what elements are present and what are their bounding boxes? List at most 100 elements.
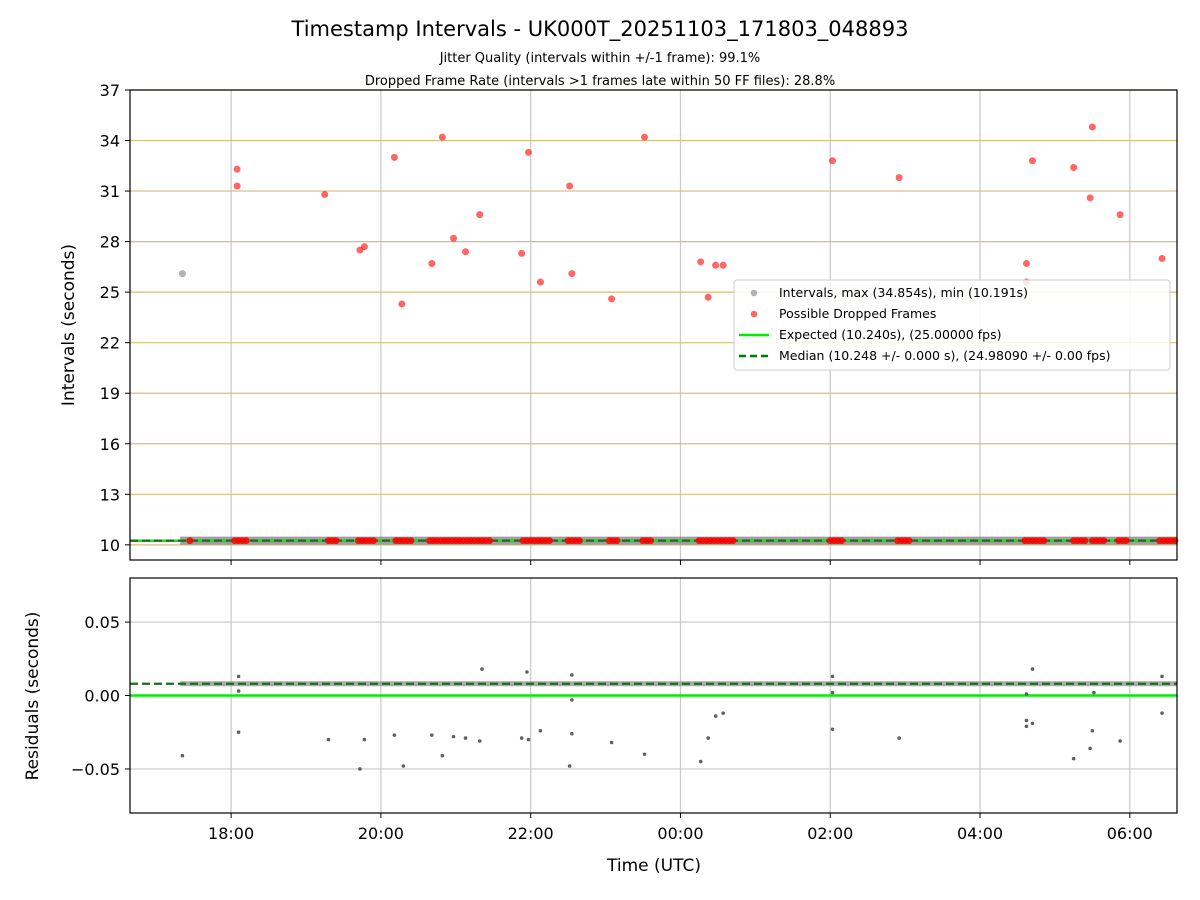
dropped-frame-baseline-point — [647, 537, 655, 545]
x-tick-label: 06:00 — [1107, 824, 1153, 843]
dropped-frame-point — [428, 260, 436, 268]
residual-point — [326, 737, 331, 742]
legend-dropped-label: Possible Dropped Frames — [779, 306, 936, 321]
dropped-frame-point — [518, 249, 526, 257]
dropped-frame-baseline-point — [905, 537, 913, 545]
intervals-y-axis-label: Intervals (seconds) — [59, 244, 79, 406]
dropped-frame-point — [608, 295, 616, 303]
dropped-frame-point — [1022, 260, 1030, 268]
dropped-frame-point — [476, 211, 484, 219]
residual-point — [570, 731, 574, 736]
residuals-y-tick-label: 0.00 — [84, 687, 120, 706]
x-tick-label: 18:00 — [208, 824, 254, 843]
dropped-frame-point — [398, 300, 406, 308]
dropped-frame-baseline-point — [242, 537, 250, 545]
residual-point — [1092, 690, 1096, 695]
intervals-y-ticks: 10 13 16 19 22 25 28 31 34 37 — [100, 81, 1131, 565]
residual-point — [1024, 692, 1029, 696]
dropped-frame-point — [233, 182, 241, 190]
dropped-frame-point — [536, 278, 544, 286]
residual-point — [236, 730, 241, 735]
intervals-panel: 10 13 16 19 22 25 28 31 34 37 Intervals (seconds)… — [59, 81, 1179, 565]
residual-point — [830, 690, 835, 695]
residual-point — [477, 739, 482, 743]
dropped-frame-point — [641, 133, 649, 141]
dropped-frame-point — [719, 261, 727, 269]
intervals-y-tick-label: 19 — [100, 384, 120, 403]
dropped-frame-point — [1158, 254, 1166, 262]
residual-point — [570, 698, 574, 702]
x-tick-label: 00:00 — [657, 824, 703, 843]
residuals-panel: −0.05 0.00 0.05 18:00 20:00 22:00 00:00 02:00 0… — [23, 577, 1178, 876]
intervals-y-tick-label: 31 — [100, 182, 120, 201]
dropped-frame-baseline-point — [485, 537, 493, 545]
intervals-y-tick-label: 22 — [100, 334, 120, 353]
residual-point — [713, 714, 718, 718]
residual-point — [236, 689, 241, 693]
dropped-frame-point — [1086, 194, 1094, 202]
dropped-frame-baseline-point — [369, 537, 377, 545]
dropped-frame-baseline-point — [1122, 537, 1130, 545]
residual-point — [440, 753, 445, 758]
dropped-frame-baseline-point — [407, 537, 415, 545]
intervals-y-tick-label: 16 — [100, 435, 120, 454]
residual-point — [1088, 746, 1092, 751]
intervals-plot-frame — [129, 89, 1178, 561]
dropped-frame-point — [360, 243, 368, 251]
residuals-y-tick-label: 0.05 — [84, 613, 120, 632]
residual-point — [1090, 728, 1095, 733]
dropped-frame-baseline-point — [1040, 537, 1048, 545]
dropped-frame-point — [704, 293, 712, 301]
residual-point — [451, 734, 456, 739]
x-tick-label: 22:00 — [508, 824, 554, 843]
residual-point — [401, 764, 406, 768]
dropped-frame-baseline-point — [186, 537, 194, 545]
residual-point — [567, 764, 572, 768]
dropped-frame-point — [1116, 211, 1124, 219]
residual-point — [1024, 724, 1029, 729]
residual-point — [519, 736, 524, 740]
residual-point — [538, 728, 543, 733]
dropped-frame-point — [390, 153, 398, 161]
residual-point — [642, 752, 647, 757]
dropped-frame-point — [712, 261, 720, 269]
residuals-y-ticks: −0.05 0.00 0.05 — [71, 613, 130, 779]
residuals-y-tick-label: −0.05 — [71, 760, 120, 779]
residual-point — [463, 736, 468, 740]
dropped-frame-baseline-point — [613, 537, 621, 545]
residual-point — [430, 733, 434, 737]
dropped-frame-point — [697, 258, 705, 266]
legend-intervals-label: Intervals, max (34.854s), min (10.191s) — [779, 285, 1028, 300]
residual-point — [698, 759, 703, 764]
dropped-frame-baseline-point — [1100, 537, 1108, 545]
dropped-frame-baseline-point — [545, 537, 553, 545]
dropped-frame-baseline-point — [575, 537, 583, 545]
dropped-frame-point — [1028, 157, 1036, 165]
dropped-frame-point — [462, 248, 470, 256]
residual-point — [526, 737, 531, 742]
dropped-frame-point — [895, 174, 903, 182]
residual-point — [1118, 739, 1122, 743]
residual-point — [1160, 674, 1164, 679]
chart-title: Timestamp Intervals - UK000T_20251103_17… — [291, 17, 909, 42]
dropped-frame-point — [828, 157, 836, 165]
residual-point — [1030, 667, 1035, 671]
residual-point — [721, 711, 725, 715]
intervals-y-tick-label: 34 — [100, 132, 120, 151]
residuals-reference-lines — [130, 681, 1177, 697]
x-tick-label: 04:00 — [957, 824, 1003, 843]
dropped-frame-baseline-point — [1081, 537, 1089, 545]
x-tick-label: 20:00 — [358, 824, 404, 843]
residual-point — [830, 727, 835, 732]
residual-point — [362, 737, 367, 742]
dropped-frame-point — [233, 165, 241, 173]
dropped-frame-baseline-point — [332, 537, 340, 545]
dropped-frame-point — [1070, 163, 1078, 171]
legend: Intervals, max (34.854s), min (10.191s) … — [733, 279, 1171, 371]
dropped-frame-point — [321, 190, 329, 198]
residuals-points — [180, 667, 1164, 771]
x-tick-label: 02:00 — [807, 824, 853, 843]
legend-median-label: Median (10.248 +/- 0.000 s), (24.98090 +… — [779, 348, 1110, 363]
residual-point — [1024, 718, 1029, 723]
